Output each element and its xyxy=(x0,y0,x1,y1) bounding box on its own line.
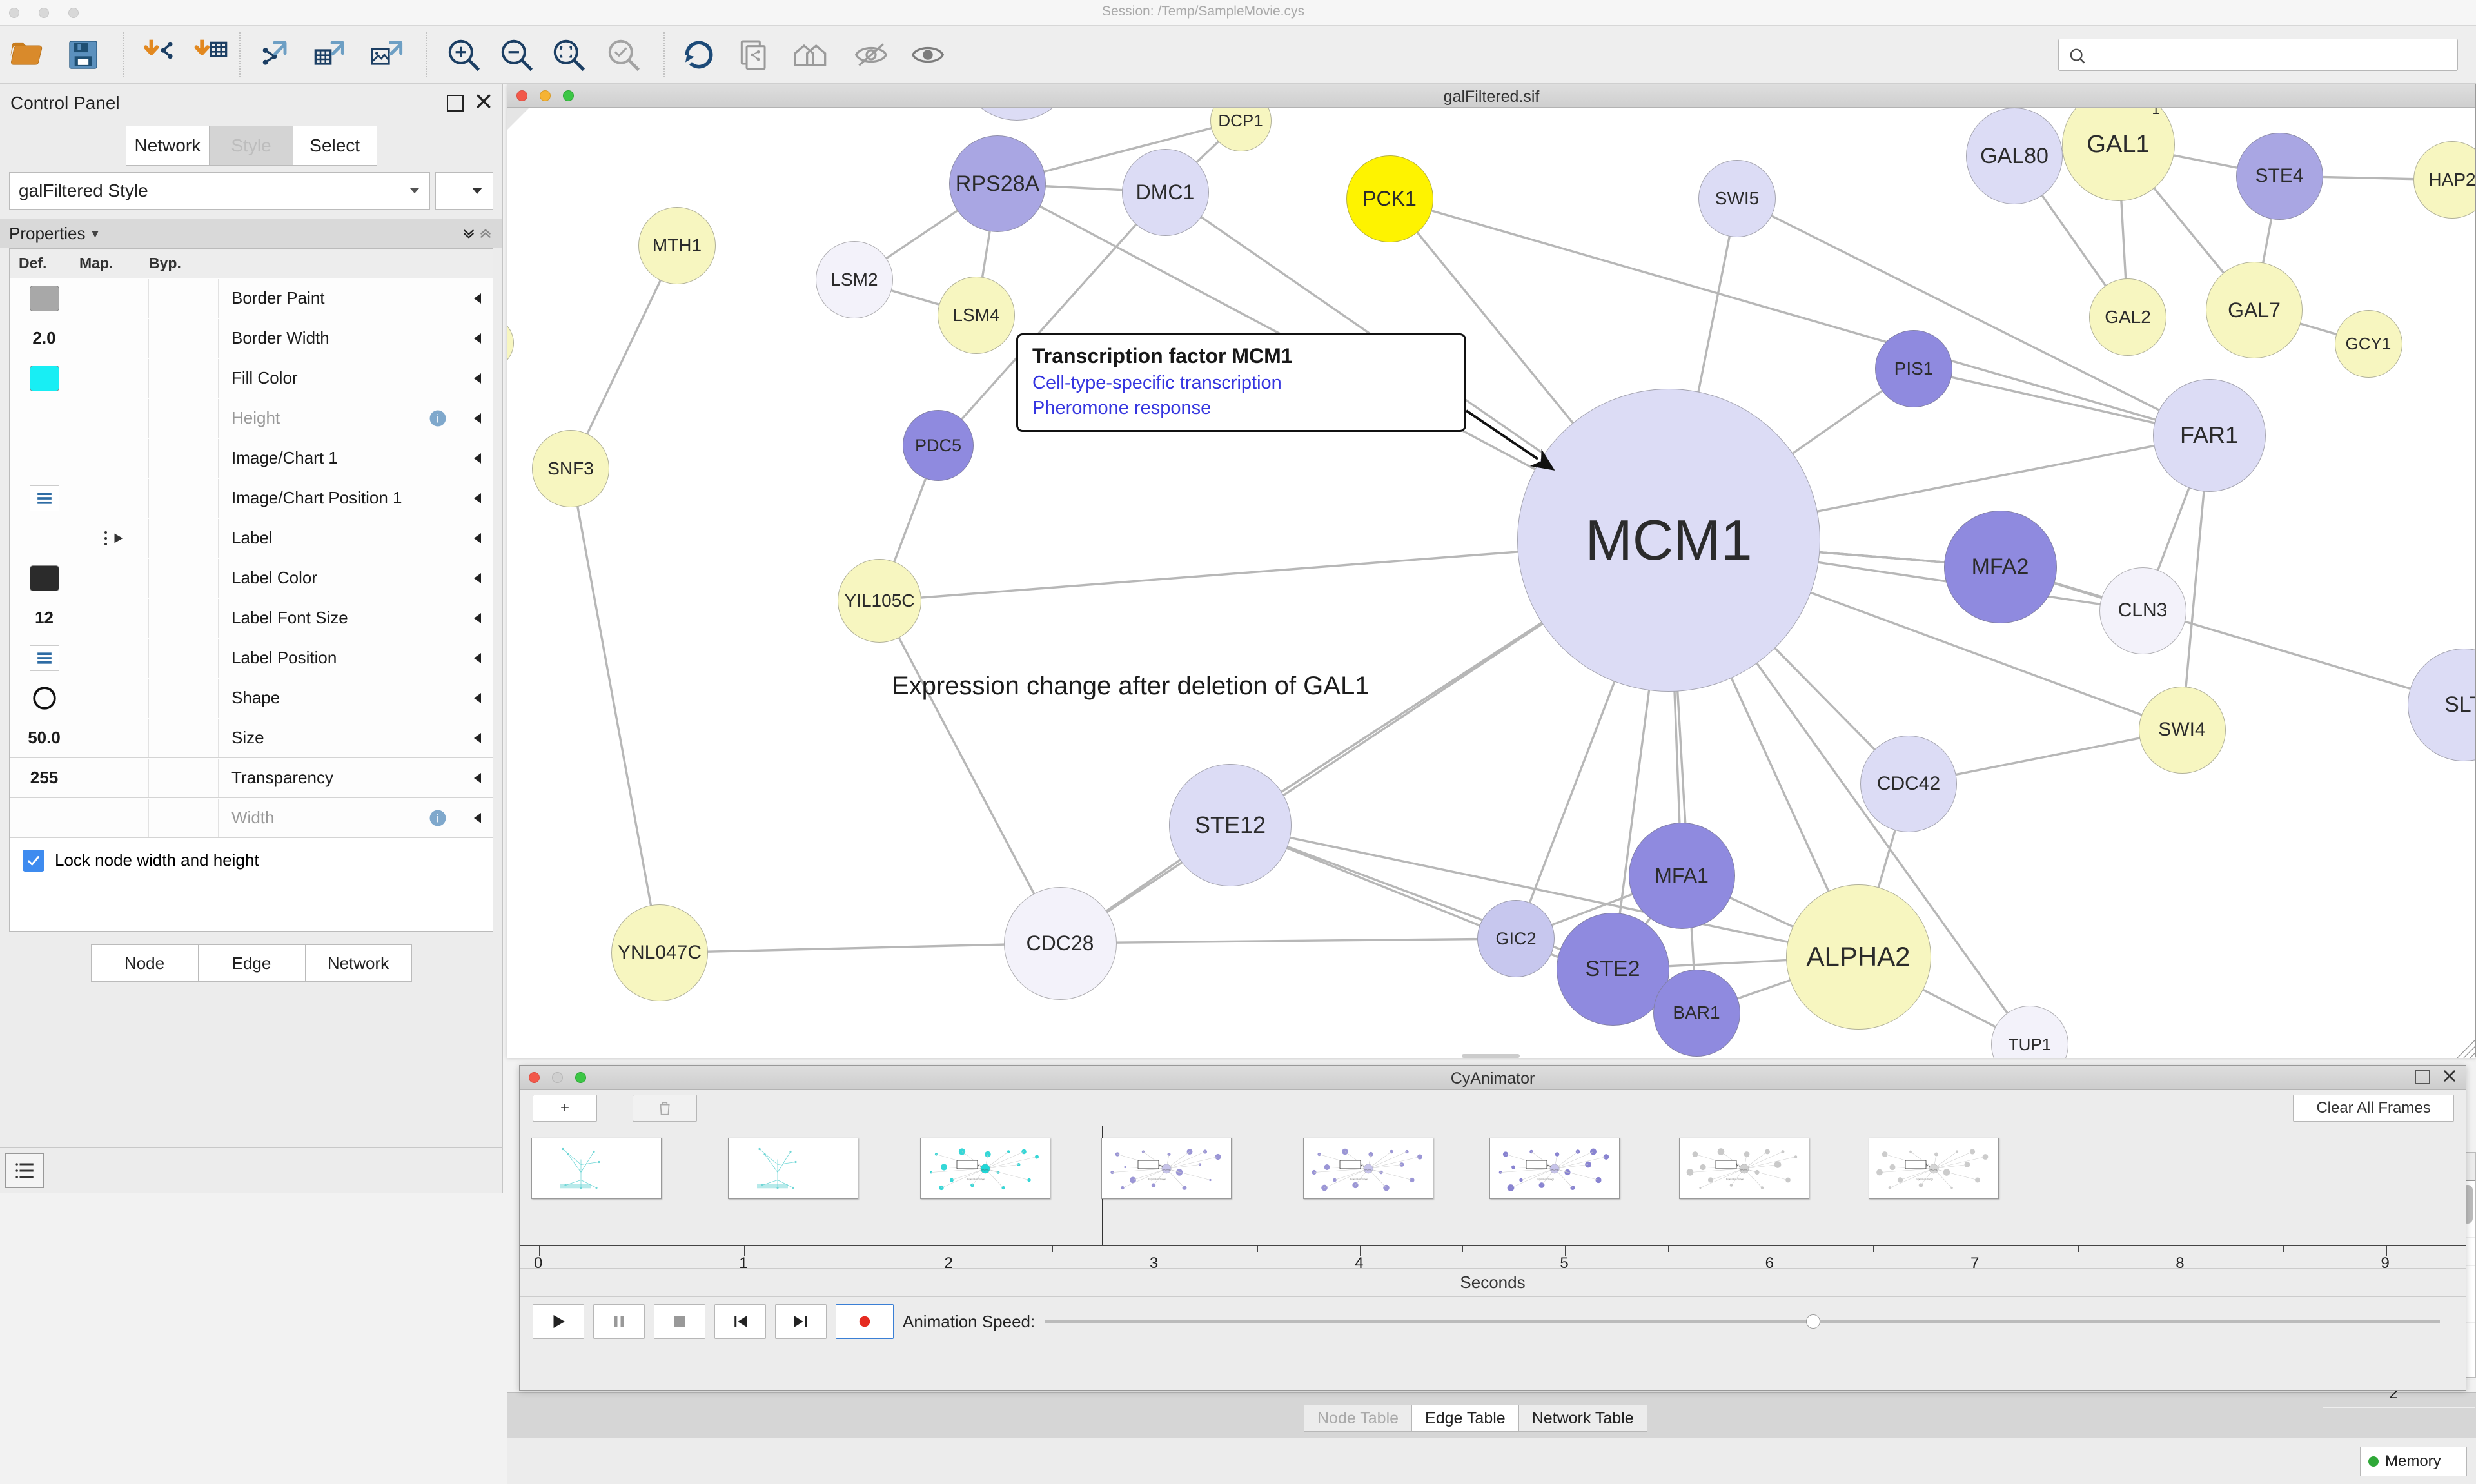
svg-text:Expression change: Expression change xyxy=(967,1178,985,1181)
svg-text:Expression change: Expression change xyxy=(1350,1178,1368,1181)
svg-text:Expression change: Expression change xyxy=(1726,1178,1744,1181)
svg-text:MCM1: MCM1 xyxy=(981,1167,990,1171)
svg-text:MCM1: MCM1 xyxy=(1364,1167,1373,1171)
svg-text:Expression change: Expression change xyxy=(1537,1178,1554,1181)
svg-text:MCM1: MCM1 xyxy=(1740,1167,1749,1171)
svg-text:MCM1: MCM1 xyxy=(1930,1167,1938,1171)
svg-text:MCM1: MCM1 xyxy=(1551,1167,1559,1171)
svg-text:Expression change: Expression change xyxy=(1916,1178,1933,1181)
svg-text:i: i xyxy=(437,412,439,425)
svg-text:Expression change: Expression change xyxy=(1148,1178,1166,1181)
svg-text:i: i xyxy=(437,812,439,825)
svg-text:MCM1: MCM1 xyxy=(1163,1167,1171,1171)
